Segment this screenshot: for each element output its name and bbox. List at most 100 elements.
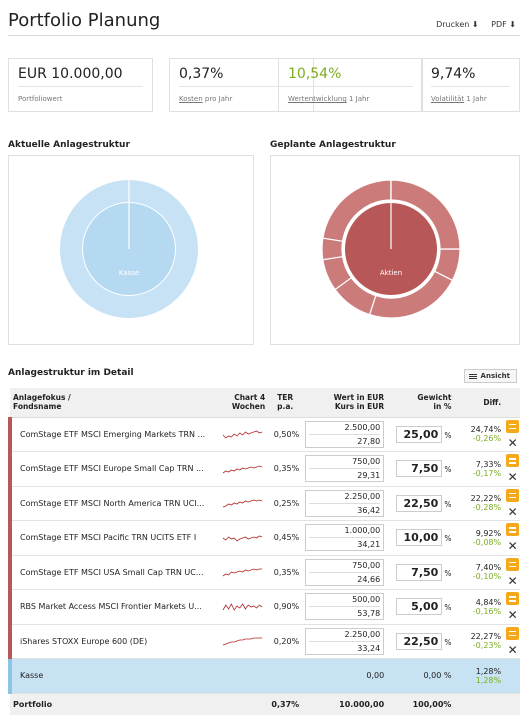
weight-cell: 10,00% [387,520,455,556]
view-button[interactable]: Ansicht [463,369,517,383]
kpi-label: Volatilität 1 Jahr [431,95,510,103]
col-label: Kurs in EUR [334,402,385,412]
value-amount: 750,00 [309,561,381,573]
price: 24,66 [357,574,381,584]
value-input[interactable]: 500,00 53,78 [305,593,385,621]
table-row: ComStage ETF MSCI Pacific TRN UCITS ETF … [7,520,520,556]
rebalance-button[interactable] [506,557,520,571]
rebalance-button[interactable] [506,626,520,640]
weight-input[interactable]: 7,50 [396,563,443,581]
donut-label: Aktien [380,269,402,277]
ter-value: 0,90% [268,589,303,625]
fund-name[interactable]: ComStage ETF MSCI Pacific TRN UCITS ETF … [7,520,219,556]
value-input[interactable]: 2.500,00 27,80 [305,420,385,448]
value-amount: 2.500,00 [309,423,381,435]
rebalance-button[interactable] [506,419,520,433]
sparkline-cell[interactable] [218,486,269,521]
remove-icon[interactable]: ✕ [507,435,518,450]
planned-donut: Aktien [321,179,461,319]
diff-cell: 7,33% -0,17% [454,451,505,487]
percent-sign: % [444,637,452,647]
weight-input[interactable]: 7,50 [396,460,443,478]
fund-name[interactable]: ComStage ETF MSCI Europe Small Cap TRN .… [7,451,219,487]
remove-icon[interactable]: ✕ [507,573,518,588]
pdf-label: PDF [491,20,507,29]
rebalance-button[interactable] [506,523,520,537]
fund-name[interactable]: RBS Market Access MSCI Frontier Markets … [7,589,219,625]
empty-cell [218,693,269,715]
kpi-value: 0,37% [179,66,304,87]
pdf-link[interactable]: PDF ⬇ [491,20,516,29]
donut-segment [368,270,454,319]
weight-cell: 7,50% [387,451,455,487]
menu-icon [468,373,477,380]
sparkline-cell[interactable] [218,555,269,590]
remove-icon[interactable]: ✕ [507,642,518,657]
kpi-label-link[interactable]: Volatilität [431,95,465,103]
diff-change: -0,16% [472,606,502,616]
weight-input[interactable]: 25,00 [396,425,443,443]
percent-sign: % [444,534,452,544]
empty-cell [268,658,303,694]
col-chart: Chart 4 Wochen [218,388,269,418]
table-row: iShares STOXX Europe 600 (DE) 0,20% 2.25… [7,624,520,659]
empty-cell [454,693,505,715]
donut-label: Kasse [119,269,139,277]
value-input[interactable]: 1.000,00 34,21 [305,524,385,552]
fund-name[interactable]: ComStage ETF MSCI USA Small Cap TRN UC..… [7,555,219,590]
print-link[interactable]: Drucken ⬇ [436,20,479,29]
row-actions: ✕ [504,555,520,590]
diff-cell: 9,92% -0,08% [454,520,505,556]
remove-icon[interactable]: ✕ [507,608,518,623]
ter-value: 0,25% [268,486,303,521]
price: 53,78 [357,609,381,619]
col-ter: TER p.a. [268,388,303,418]
value-input[interactable]: 750,00 29,31 [305,455,385,483]
diff-cell: 22,22% -0,28% [454,486,505,521]
percent-sign: % [444,568,452,578]
rebalance-button[interactable] [506,454,520,468]
kpi-label-link[interactable]: Kosten [179,95,203,103]
empty-cell [218,658,269,694]
rebalance-button[interactable] [506,488,520,502]
sparkline-cell[interactable] [218,417,269,452]
col-diff: Diff. [454,388,505,418]
diff-change: 1,28% [475,675,502,685]
col-label: Diff. [483,397,502,407]
sparkline-cell[interactable] [218,589,269,625]
weight-input[interactable]: 5,00 [396,598,443,616]
value-amount: 1.000,00 [309,526,381,539]
donut-segment [322,255,353,291]
sparkline-cell[interactable] [218,520,269,556]
remove-icon[interactable]: ✕ [507,504,518,519]
weight-input[interactable]: 22,50 [396,494,443,512]
total-ter: 0,37% [268,693,303,715]
remove-icon[interactable]: ✕ [507,470,518,485]
fund-name[interactable]: ComStage ETF MSCI Emerging Markets TRN .… [7,417,219,452]
sparkline-cell[interactable] [218,451,269,487]
value-input[interactable]: 750,00 24,66 [305,558,385,586]
table-row: ComStage ETF MSCI North America TRN UCI.… [7,486,520,521]
kpi-label-link[interactable]: Wertentwicklung [288,95,347,103]
row-actions: ✕ [504,417,520,452]
diff-cell: 4,84% -0,16% [454,589,505,625]
fund-name[interactable]: iShares STOXX Europe 600 (DE) [7,624,219,659]
sparkline-cell[interactable] [218,624,269,659]
remove-icon[interactable]: ✕ [507,539,518,554]
value-input[interactable]: 2.250,00 36,42 [305,489,385,517]
kpi-value: 9,74% [431,66,510,87]
weight-input[interactable]: 10,00 [396,529,443,547]
diff-cell: 1,28% 1,28% [454,658,505,694]
rebalance-button[interactable] [506,592,520,606]
value-amount: 2.250,00 [309,630,381,642]
sparkline [222,568,263,577]
col-fund: Anlagefokus / Fondsname [10,388,219,418]
weight-cell: 22,50% [387,624,455,659]
print-label: Drucken [436,20,470,29]
fund-name[interactable]: ComStage ETF MSCI North America TRN UCI.… [7,486,219,521]
page-header: Portfolio Planung Drucken ⬇ PDF ⬇ [8,10,520,36]
weight-input[interactable]: 22,50 [396,632,443,650]
diff-actual: 7,33% [475,459,502,469]
value-input[interactable]: 2.250,00 33,24 [305,627,385,655]
row-actions: ✕ [504,451,520,487]
